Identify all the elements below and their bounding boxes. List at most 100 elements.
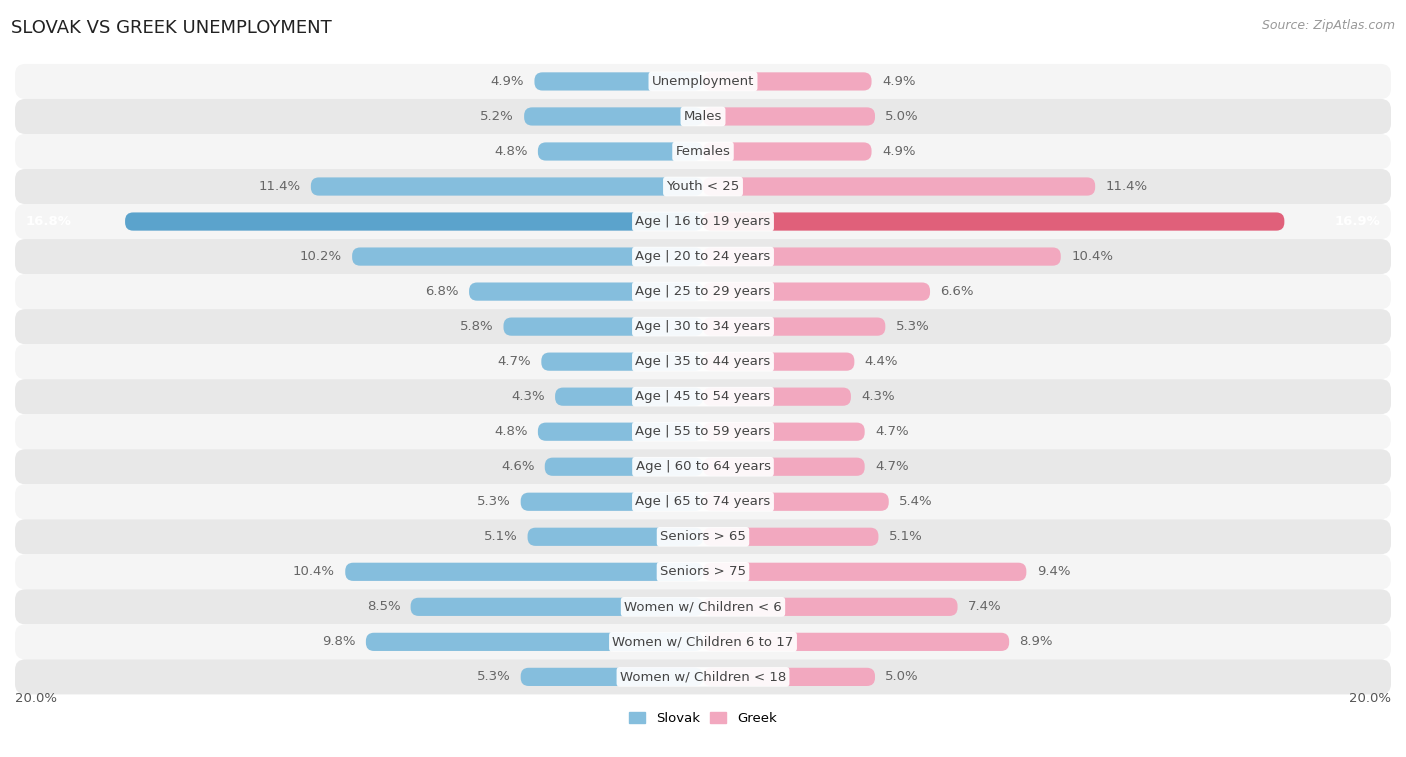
- Text: 7.4%: 7.4%: [967, 600, 1001, 613]
- FancyBboxPatch shape: [15, 99, 1391, 134]
- FancyBboxPatch shape: [352, 248, 703, 266]
- FancyBboxPatch shape: [503, 317, 703, 335]
- Text: 6.8%: 6.8%: [425, 285, 458, 298]
- Text: 5.3%: 5.3%: [477, 671, 510, 684]
- FancyBboxPatch shape: [527, 528, 703, 546]
- Text: 5.3%: 5.3%: [896, 320, 929, 333]
- FancyBboxPatch shape: [346, 562, 703, 581]
- Text: 4.9%: 4.9%: [491, 75, 524, 88]
- FancyBboxPatch shape: [520, 668, 703, 686]
- Text: Women w/ Children < 6: Women w/ Children < 6: [624, 600, 782, 613]
- Text: 9.8%: 9.8%: [322, 635, 356, 648]
- Text: 16.9%: 16.9%: [1334, 215, 1381, 228]
- FancyBboxPatch shape: [538, 422, 703, 441]
- FancyBboxPatch shape: [15, 449, 1391, 484]
- FancyBboxPatch shape: [703, 142, 872, 160]
- Text: 4.8%: 4.8%: [494, 425, 527, 438]
- FancyBboxPatch shape: [555, 388, 703, 406]
- FancyBboxPatch shape: [15, 484, 1391, 519]
- Text: Women w/ Children 6 to 17: Women w/ Children 6 to 17: [613, 635, 793, 648]
- FancyBboxPatch shape: [703, 317, 886, 335]
- Text: 4.8%: 4.8%: [494, 145, 527, 158]
- FancyBboxPatch shape: [703, 422, 865, 441]
- FancyBboxPatch shape: [311, 177, 703, 195]
- FancyBboxPatch shape: [520, 493, 703, 511]
- FancyBboxPatch shape: [703, 528, 879, 546]
- Text: Age | 60 to 64 years: Age | 60 to 64 years: [636, 460, 770, 473]
- Text: Seniors > 75: Seniors > 75: [659, 565, 747, 578]
- Text: 9.4%: 9.4%: [1036, 565, 1070, 578]
- FancyBboxPatch shape: [703, 213, 1284, 231]
- FancyBboxPatch shape: [15, 625, 1391, 659]
- Text: 10.4%: 10.4%: [292, 565, 335, 578]
- Text: Age | 30 to 34 years: Age | 30 to 34 years: [636, 320, 770, 333]
- FancyBboxPatch shape: [411, 598, 703, 616]
- FancyBboxPatch shape: [703, 633, 1010, 651]
- Text: SLOVAK VS GREEK UNEMPLOYMENT: SLOVAK VS GREEK UNEMPLOYMENT: [11, 19, 332, 37]
- Text: 4.3%: 4.3%: [512, 390, 544, 403]
- FancyBboxPatch shape: [15, 274, 1391, 309]
- Text: 11.4%: 11.4%: [259, 180, 301, 193]
- Text: 10.4%: 10.4%: [1071, 250, 1114, 263]
- FancyBboxPatch shape: [703, 668, 875, 686]
- FancyBboxPatch shape: [538, 142, 703, 160]
- Text: 5.1%: 5.1%: [889, 530, 922, 544]
- Text: 5.4%: 5.4%: [898, 495, 932, 508]
- FancyBboxPatch shape: [703, 458, 865, 476]
- Text: Seniors > 65: Seniors > 65: [659, 530, 747, 544]
- FancyBboxPatch shape: [15, 204, 1391, 239]
- FancyBboxPatch shape: [15, 554, 1391, 589]
- Text: 4.9%: 4.9%: [882, 145, 915, 158]
- Text: 5.1%: 5.1%: [484, 530, 517, 544]
- Text: 5.2%: 5.2%: [479, 110, 513, 123]
- FancyBboxPatch shape: [470, 282, 703, 301]
- Text: 6.6%: 6.6%: [941, 285, 974, 298]
- FancyBboxPatch shape: [15, 169, 1391, 204]
- Text: Age | 65 to 74 years: Age | 65 to 74 years: [636, 495, 770, 508]
- Text: 5.3%: 5.3%: [477, 495, 510, 508]
- FancyBboxPatch shape: [125, 213, 703, 231]
- FancyBboxPatch shape: [703, 493, 889, 511]
- Text: Age | 55 to 59 years: Age | 55 to 59 years: [636, 425, 770, 438]
- Text: 4.7%: 4.7%: [498, 355, 531, 368]
- Text: 16.8%: 16.8%: [25, 215, 72, 228]
- Text: 5.8%: 5.8%: [460, 320, 494, 333]
- Text: 5.0%: 5.0%: [886, 671, 920, 684]
- Text: Age | 20 to 24 years: Age | 20 to 24 years: [636, 250, 770, 263]
- Text: Youth < 25: Youth < 25: [666, 180, 740, 193]
- FancyBboxPatch shape: [703, 388, 851, 406]
- Text: 20.0%: 20.0%: [1348, 692, 1391, 705]
- Text: Age | 25 to 29 years: Age | 25 to 29 years: [636, 285, 770, 298]
- FancyBboxPatch shape: [15, 64, 1391, 99]
- Text: Age | 16 to 19 years: Age | 16 to 19 years: [636, 215, 770, 228]
- Text: 4.6%: 4.6%: [501, 460, 534, 473]
- Text: Age | 45 to 54 years: Age | 45 to 54 years: [636, 390, 770, 403]
- Text: 8.5%: 8.5%: [367, 600, 401, 613]
- FancyBboxPatch shape: [15, 344, 1391, 379]
- FancyBboxPatch shape: [544, 458, 703, 476]
- FancyBboxPatch shape: [541, 353, 703, 371]
- Text: 4.7%: 4.7%: [875, 460, 908, 473]
- FancyBboxPatch shape: [15, 309, 1391, 344]
- Legend: Slovak, Greek: Slovak, Greek: [624, 706, 782, 730]
- FancyBboxPatch shape: [703, 107, 875, 126]
- FancyBboxPatch shape: [15, 239, 1391, 274]
- FancyBboxPatch shape: [534, 73, 703, 91]
- Text: 11.4%: 11.4%: [1105, 180, 1147, 193]
- FancyBboxPatch shape: [15, 414, 1391, 449]
- Text: Source: ZipAtlas.com: Source: ZipAtlas.com: [1261, 19, 1395, 32]
- FancyBboxPatch shape: [703, 73, 872, 91]
- Text: Females: Females: [675, 145, 731, 158]
- FancyBboxPatch shape: [703, 282, 929, 301]
- FancyBboxPatch shape: [703, 598, 957, 616]
- Text: Age | 35 to 44 years: Age | 35 to 44 years: [636, 355, 770, 368]
- FancyBboxPatch shape: [15, 134, 1391, 169]
- FancyBboxPatch shape: [366, 633, 703, 651]
- Text: Males: Males: [683, 110, 723, 123]
- Text: 20.0%: 20.0%: [15, 692, 58, 705]
- Text: 4.9%: 4.9%: [882, 75, 915, 88]
- FancyBboxPatch shape: [15, 589, 1391, 625]
- FancyBboxPatch shape: [703, 353, 855, 371]
- FancyBboxPatch shape: [15, 659, 1391, 694]
- Text: Women w/ Children < 18: Women w/ Children < 18: [620, 671, 786, 684]
